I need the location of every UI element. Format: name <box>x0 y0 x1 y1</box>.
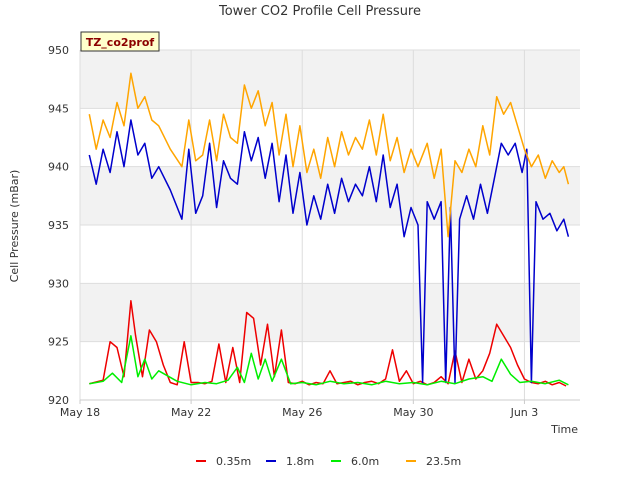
plot-band <box>80 225 580 284</box>
series-lines <box>88 72 570 387</box>
x-tick-labels: May 18 May 22 May 26 May 30 Jun 3 <box>60 400 538 419</box>
x-tick-label: May 22 <box>171 406 211 419</box>
y-tick-label: 945 <box>48 102 69 115</box>
legend-label-6.0m: 6.0m <box>351 455 379 468</box>
legend: 0.35m 1.8m 6.0m 23.5m <box>196 455 461 468</box>
site-tag: TZ_co2prof <box>80 31 160 52</box>
legend-label-0.35m: 0.35m <box>216 455 251 468</box>
plot-background-bands <box>80 50 580 400</box>
y-tick-label: 950 <box>48 44 69 57</box>
series-line-0.35m <box>89 300 567 387</box>
site-tag-text: TZ_co2prof <box>86 36 155 49</box>
series-line-6.0m <box>89 335 569 386</box>
series-line-23.5m <box>88 72 570 238</box>
y-axis-label: Cell Pressure (mBar) <box>8 170 21 283</box>
x-axis-label: Time <box>550 423 578 436</box>
y-tick-label: 930 <box>48 277 69 290</box>
plot-band <box>80 283 580 342</box>
y-tick-label: 935 <box>48 219 69 232</box>
legend-label-23.5m: 23.5m <box>426 455 461 468</box>
legend-label-1.8m: 1.8m <box>286 455 314 468</box>
plot-band <box>80 50 580 109</box>
plot-band <box>80 108 580 167</box>
x-tick-label: May 18 <box>60 406 100 419</box>
y-tick-labels: 920 925 930 935 940 945 950 <box>48 44 69 407</box>
y-tick-label: 920 <box>48 394 69 407</box>
x-tick-label: May 30 <box>393 406 433 419</box>
y-tick-label: 940 <box>48 161 69 174</box>
y-tick-label: 925 <box>48 336 69 349</box>
x-tick-label: Jun 3 <box>510 406 539 419</box>
x-tick-label: May 26 <box>282 406 322 419</box>
chart-title: Tower CO2 Profile Cell Pressure <box>218 4 421 19</box>
site-tag-box <box>80 31 160 52</box>
series-line-1.8m <box>88 119 570 384</box>
